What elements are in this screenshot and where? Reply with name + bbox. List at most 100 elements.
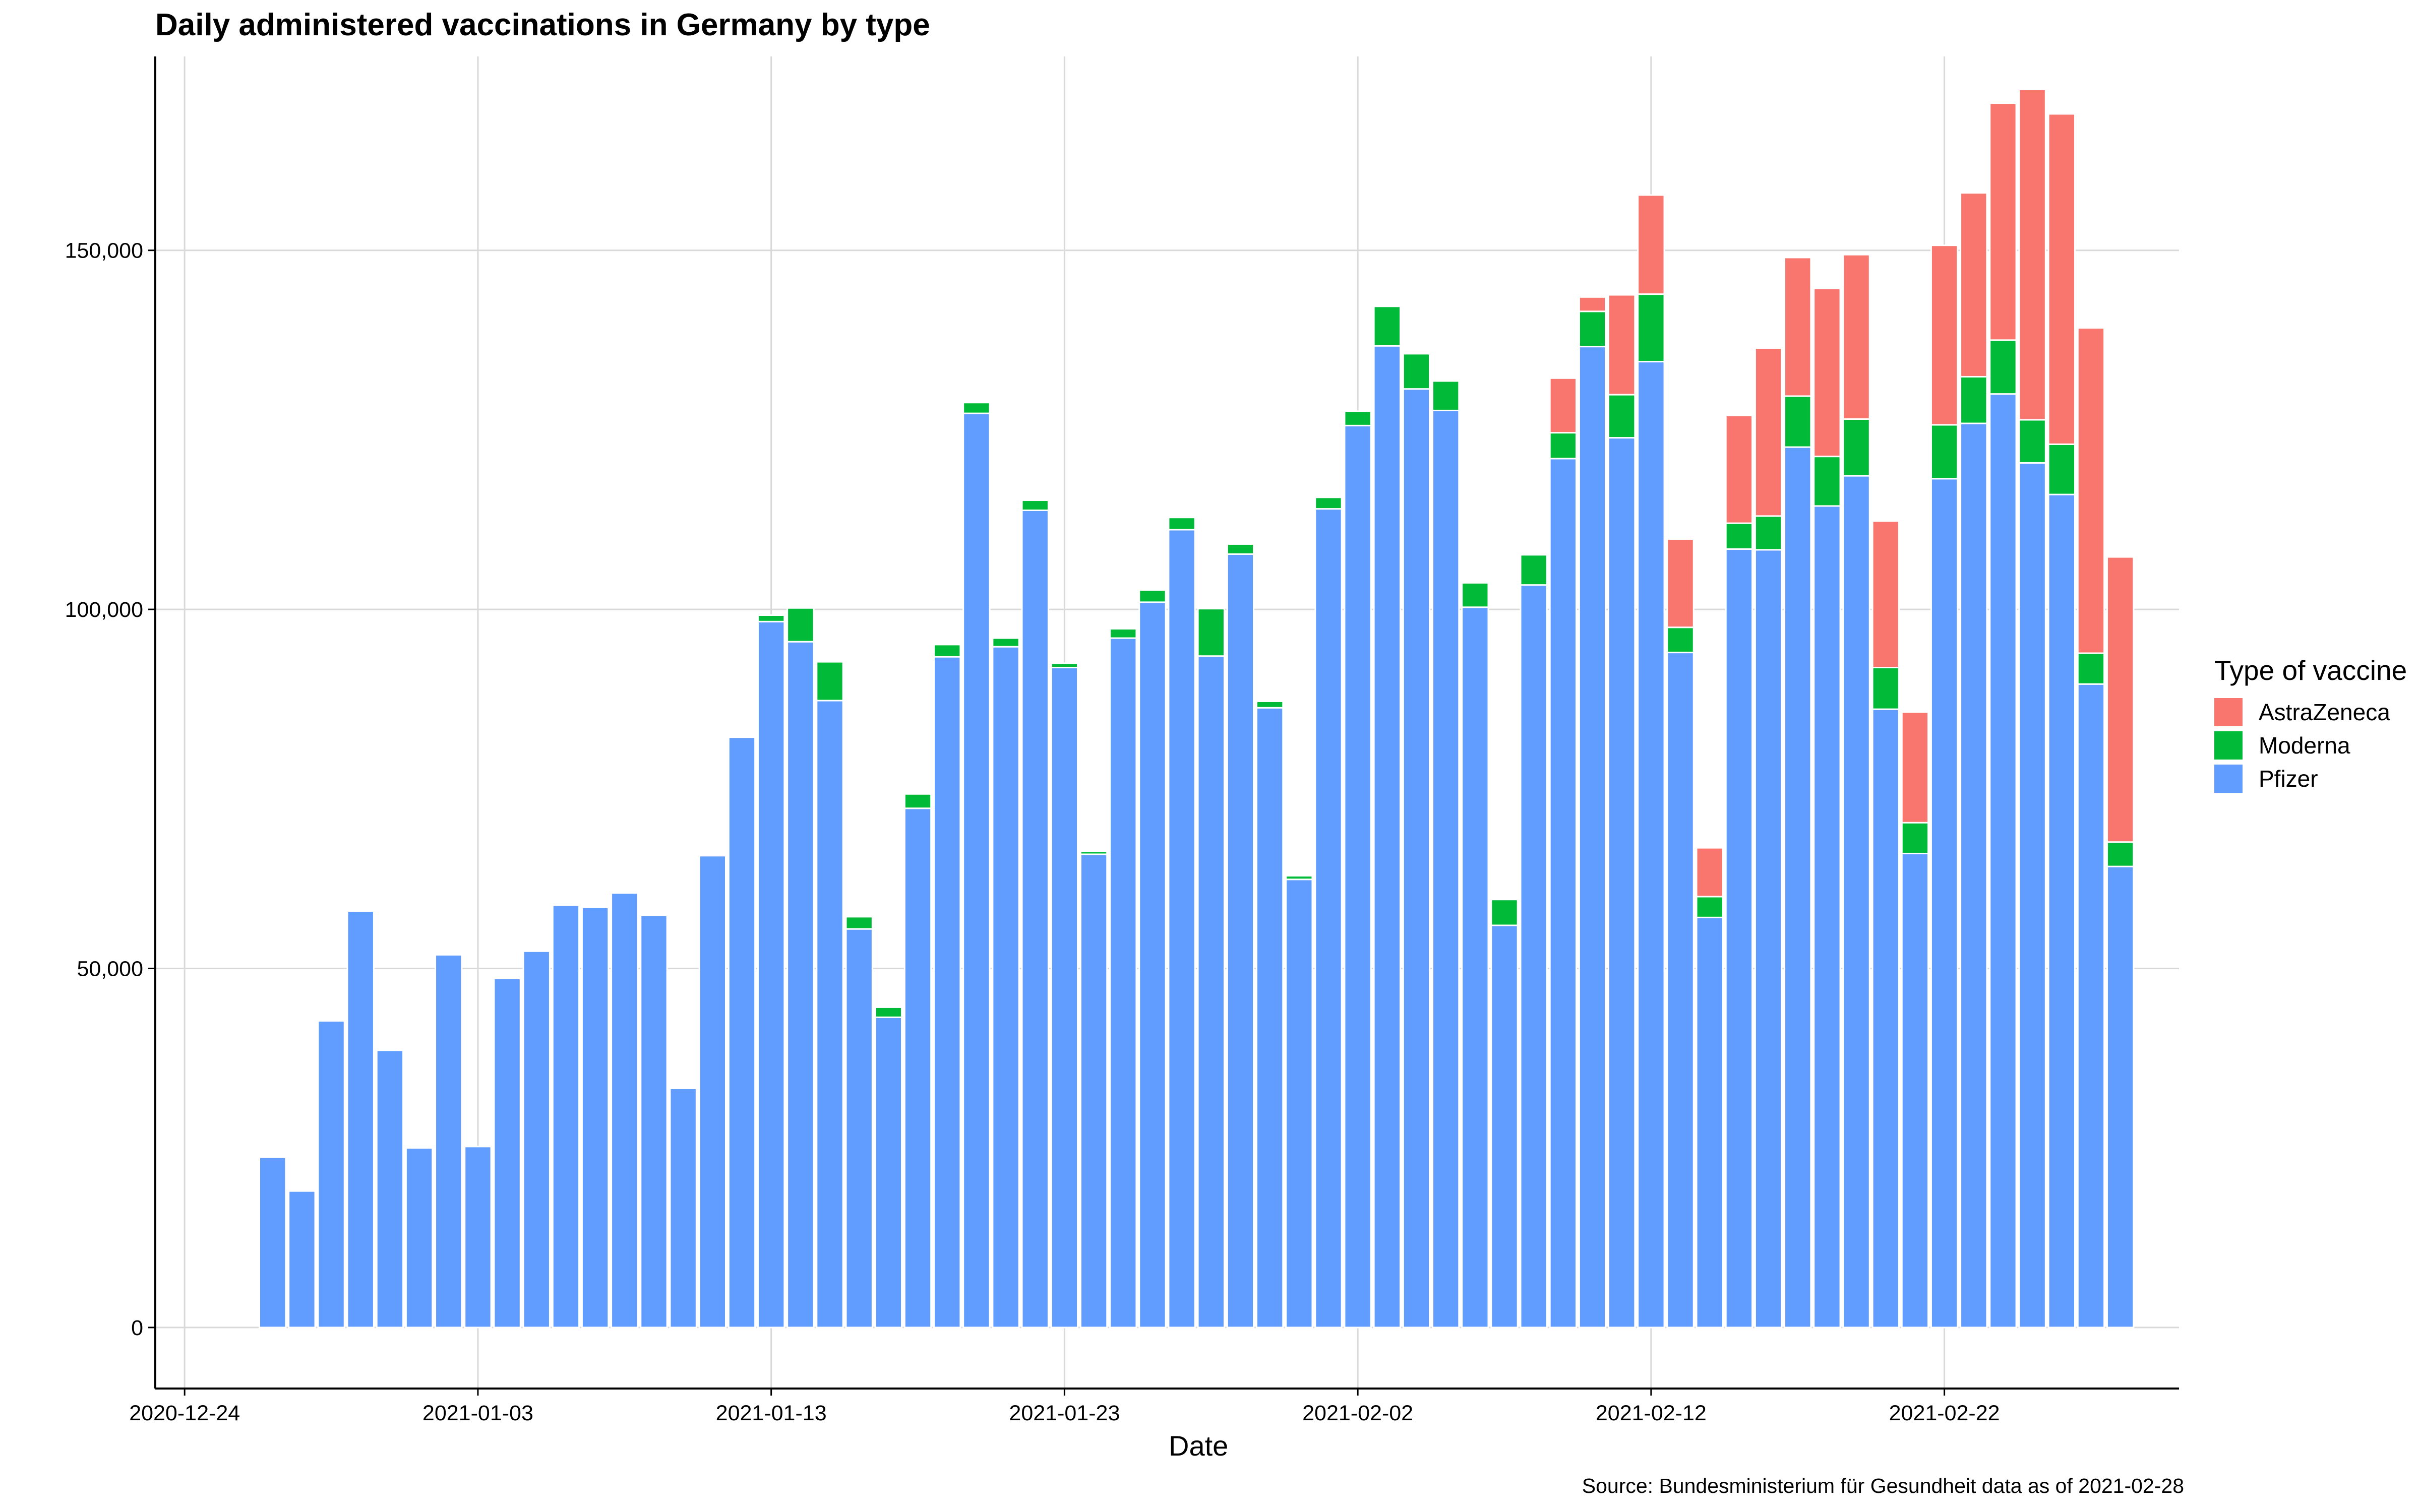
bar-pfizer-2021-02-02 [1344, 424, 1372, 1329]
bar-astrazeneca-2021-02-23 [1960, 192, 1988, 377]
bar-moderna-2021-02-02 [1344, 410, 1372, 426]
x-tick-label: 2021-01-13 [716, 1401, 827, 1425]
bar-pfizer-2020-12-30 [346, 910, 375, 1329]
x-tick-label: 2021-02-22 [1889, 1401, 2000, 1425]
bar-pfizer-2021-02-19 [1842, 475, 1870, 1329]
bar-pfizer-2021-02-12 [1637, 361, 1665, 1329]
bar-moderna-2021-01-19 [933, 644, 961, 658]
bar-pfizer-2021-02-26 [2047, 493, 2076, 1329]
bar-pfizer-2021-01-26 [1138, 601, 1167, 1329]
bar-pfizer-2021-02-24 [1989, 393, 2017, 1329]
legend-item-astrazeneca: AstraZeneca [2214, 696, 2407, 729]
bar-moderna-2021-01-23 [1050, 662, 1079, 669]
bar-moderna-2021-01-27 [1168, 517, 1196, 531]
bar-pfizer-2021-01-28 [1197, 655, 1225, 1329]
bar-pfizer-2021-01-13 [757, 620, 785, 1329]
bars [259, 89, 2135, 1329]
bar-pfizer-2021-02-22 [1930, 478, 1959, 1329]
bar-pfizer-2021-02-11 [1608, 437, 1636, 1329]
bar-pfizer-2021-02-10 [1578, 346, 1607, 1329]
bar-moderna-2021-02-08 [1520, 554, 1548, 586]
legend-label-astrazeneca: AstraZeneca [2259, 699, 2390, 725]
bar-astrazeneca-2021-02-11 [1608, 294, 1636, 396]
bar-pfizer-2021-01-16 [845, 928, 873, 1329]
bar-moderna-2021-02-04 [1402, 353, 1431, 390]
bar-moderna-2021-02-03 [1373, 305, 1401, 347]
legend-label-moderna: Moderna [2259, 732, 2350, 759]
bar-moderna-2021-02-11 [1608, 394, 1636, 439]
bar-moderna-2021-02-05 [1431, 380, 1460, 411]
bar-moderna-2021-02-06 [1461, 582, 1489, 608]
bar-pfizer-2021-01-02 [435, 954, 463, 1329]
bar-pfizer-2021-02-27 [2077, 683, 2105, 1329]
tick-labels: 0 50,000 100,000 150,000 2020-12-24 2021-01-0… [65, 239, 2000, 1425]
bar-pfizer-2021-02-16 [1754, 549, 1783, 1329]
bar-pfizer-2021-02-21 [1901, 853, 1929, 1329]
bar-pfizer-2020-12-27 [259, 1156, 287, 1329]
bar-moderna-2021-02-20 [1871, 667, 1900, 710]
x-tick-label: 2021-02-12 [1596, 1401, 1707, 1425]
bar-astrazeneca-2021-02-13 [1666, 538, 1695, 628]
bar-pfizer-2021-01-11 [698, 855, 727, 1329]
axes [148, 56, 2179, 1396]
bar-pfizer-2021-02-13 [1666, 652, 1695, 1329]
bar-pfizer-2021-01-05 [522, 950, 551, 1329]
bar-pfizer-2021-01-15 [816, 700, 844, 1329]
bar-moderna-2021-02-28 [2106, 841, 2135, 867]
x-tick-label: 2020-12-24 [129, 1401, 240, 1425]
bar-moderna-2021-02-07 [1490, 899, 1519, 926]
bar-moderna-2021-01-20 [962, 402, 991, 414]
legend-title: Type of vaccine [2214, 655, 2407, 686]
bar-moderna-2021-02-24 [1989, 339, 2017, 395]
bar-moderna-2021-02-10 [1578, 310, 1607, 348]
bar-moderna-2021-02-14 [1696, 896, 1724, 918]
bar-astrazeneca-2021-02-10 [1578, 296, 1607, 312]
bar-moderna-2021-01-31 [1285, 875, 1313, 880]
bar-pfizer-2021-01-01 [405, 1147, 434, 1329]
bar-pfizer-2021-01-23 [1050, 667, 1079, 1329]
bar-astrazeneca-2021-02-17 [1784, 257, 1812, 397]
bar-astrazeneca-2021-02-25 [2018, 89, 2046, 421]
bar-pfizer-2021-01-19 [933, 656, 961, 1329]
bar-pfizer-2020-12-29 [317, 1020, 345, 1329]
legend: Type of vaccine AstraZeneca Moderna Pfiz… [2214, 654, 2407, 795]
bar-astrazeneca-2021-02-22 [1930, 244, 1959, 426]
bar-astrazeneca-2021-02-15 [1725, 414, 1753, 524]
bar-astrazeneca-2021-02-27 [2077, 327, 2105, 654]
bar-moderna-2021-02-15 [1725, 522, 1753, 550]
legend-key-pfizer [2214, 765, 2243, 793]
bar-moderna-2021-02-19 [1842, 418, 1870, 477]
bar-astrazeneca-2021-02-16 [1754, 347, 1783, 517]
y-tick-label: 50,000 [77, 957, 143, 981]
bar-pfizer-2021-01-29 [1226, 553, 1255, 1329]
bar-pfizer-2021-02-01 [1314, 508, 1343, 1329]
y-tick-label: 150,000 [65, 239, 143, 263]
bar-pfizer-2021-01-24 [1079, 853, 1108, 1329]
bar-astrazeneca-2021-02-19 [1842, 254, 1870, 420]
chart-title: Daily administered vaccinations in Germa… [155, 8, 930, 42]
bar-pfizer-2021-01-17 [874, 1016, 903, 1329]
bar-moderna-2021-01-25 [1109, 628, 1137, 639]
bar-moderna-2021-02-18 [1813, 456, 1841, 507]
bar-moderna-2021-01-26 [1138, 589, 1167, 603]
bar-moderna-2021-02-13 [1666, 626, 1695, 654]
bar-moderna-2021-01-16 [845, 916, 873, 930]
bar-moderna-2021-02-27 [2077, 652, 2105, 685]
x-tick-label: 2021-01-23 [1009, 1401, 1120, 1425]
bar-moderna-2021-01-24 [1079, 850, 1108, 855]
bar-moderna-2021-01-17 [874, 1006, 903, 1018]
x-tick-label: 2021-02-02 [1302, 1401, 1413, 1425]
source-caption: Source: Bundesministerium für Gesundheit… [1582, 1474, 2184, 1497]
bar-pfizer-2021-01-22 [1021, 509, 1049, 1329]
bar-pfizer-2021-02-08 [1520, 584, 1548, 1329]
bar-pfizer-2021-01-25 [1109, 637, 1137, 1329]
bar-pfizer-2021-02-25 [2018, 462, 2046, 1329]
bar-pfizer-2021-01-20 [962, 412, 991, 1329]
bar-astrazeneca-2021-02-12 [1637, 194, 1665, 295]
bar-astrazeneca-2021-02-14 [1696, 847, 1724, 898]
bar-astrazeneca-2021-02-26 [2047, 113, 2076, 445]
bar-astrazeneca-2021-02-18 [1813, 287, 1841, 458]
bar-pfizer-2021-02-04 [1402, 388, 1431, 1329]
bar-pfizer-2021-01-08 [611, 892, 639, 1329]
